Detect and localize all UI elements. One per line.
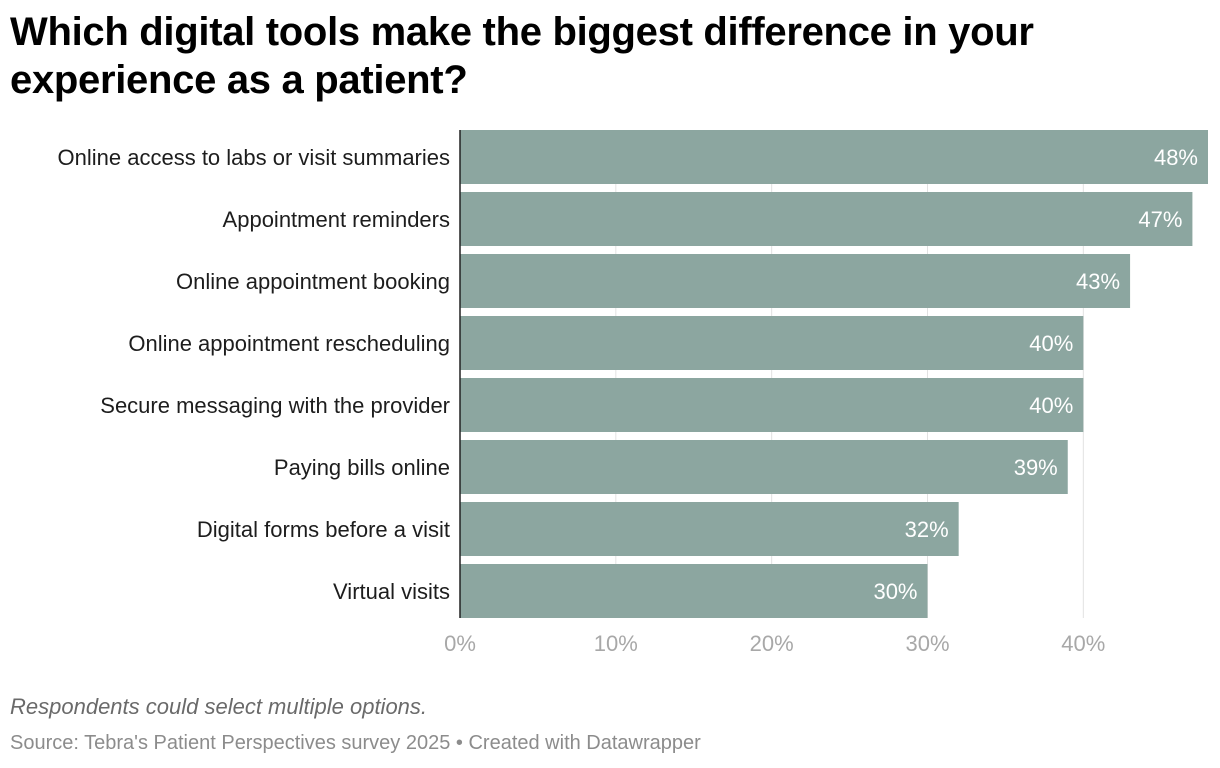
category-label: Virtual visits xyxy=(333,579,450,604)
bar-value-label: 32% xyxy=(905,517,949,542)
bar xyxy=(460,316,1084,370)
bar xyxy=(460,440,1068,494)
bar xyxy=(460,192,1193,246)
bar-value-label: 47% xyxy=(1138,207,1182,232)
x-tick-label: 30% xyxy=(905,631,949,656)
x-axis-tick-labels: 0% 10% 20% 30% 40% xyxy=(444,631,1105,656)
category-label: Digital forms before a visit xyxy=(197,517,450,542)
x-tick-label: 10% xyxy=(594,631,638,656)
chart-notes: Respondents could select multiple option… xyxy=(10,694,428,719)
bar-value-label: 48% xyxy=(1154,145,1198,170)
bar xyxy=(460,254,1131,308)
bar-chart: Online access to labs or visit summaries… xyxy=(58,130,1208,656)
bar xyxy=(460,564,928,618)
bars xyxy=(460,130,1208,618)
bar xyxy=(460,502,959,556)
chart-source: Source: Tebra's Patient Perspectives sur… xyxy=(10,732,701,754)
bar-value-label: 40% xyxy=(1029,393,1073,418)
x-tick-label: 40% xyxy=(1061,631,1105,656)
x-tick-label: 20% xyxy=(750,631,794,656)
chart-title: Which digital tools make the biggest dif… xyxy=(10,10,1034,102)
bar xyxy=(460,130,1208,184)
category-label: Appointment reminders xyxy=(223,207,450,232)
x-tick-label: 0% xyxy=(444,631,476,656)
bar-value-label: 43% xyxy=(1076,269,1120,294)
category-label: Online access to labs or visit summaries xyxy=(58,145,450,170)
category-labels: Online access to labs or visit summaries… xyxy=(58,145,450,604)
category-label: Online appointment booking xyxy=(176,269,450,294)
bar-value-label: 39% xyxy=(1014,455,1058,480)
bar-value-label: 40% xyxy=(1029,331,1073,356)
category-label: Secure messaging with the provider xyxy=(100,393,450,418)
bar xyxy=(460,378,1084,432)
value-labels: 48% 47% 43% 40% 40% 39% 32% 30% xyxy=(873,145,1198,604)
bar-value-label: 30% xyxy=(873,579,917,604)
category-label: Online appointment rescheduling xyxy=(128,331,450,356)
category-label: Paying bills online xyxy=(274,455,450,480)
